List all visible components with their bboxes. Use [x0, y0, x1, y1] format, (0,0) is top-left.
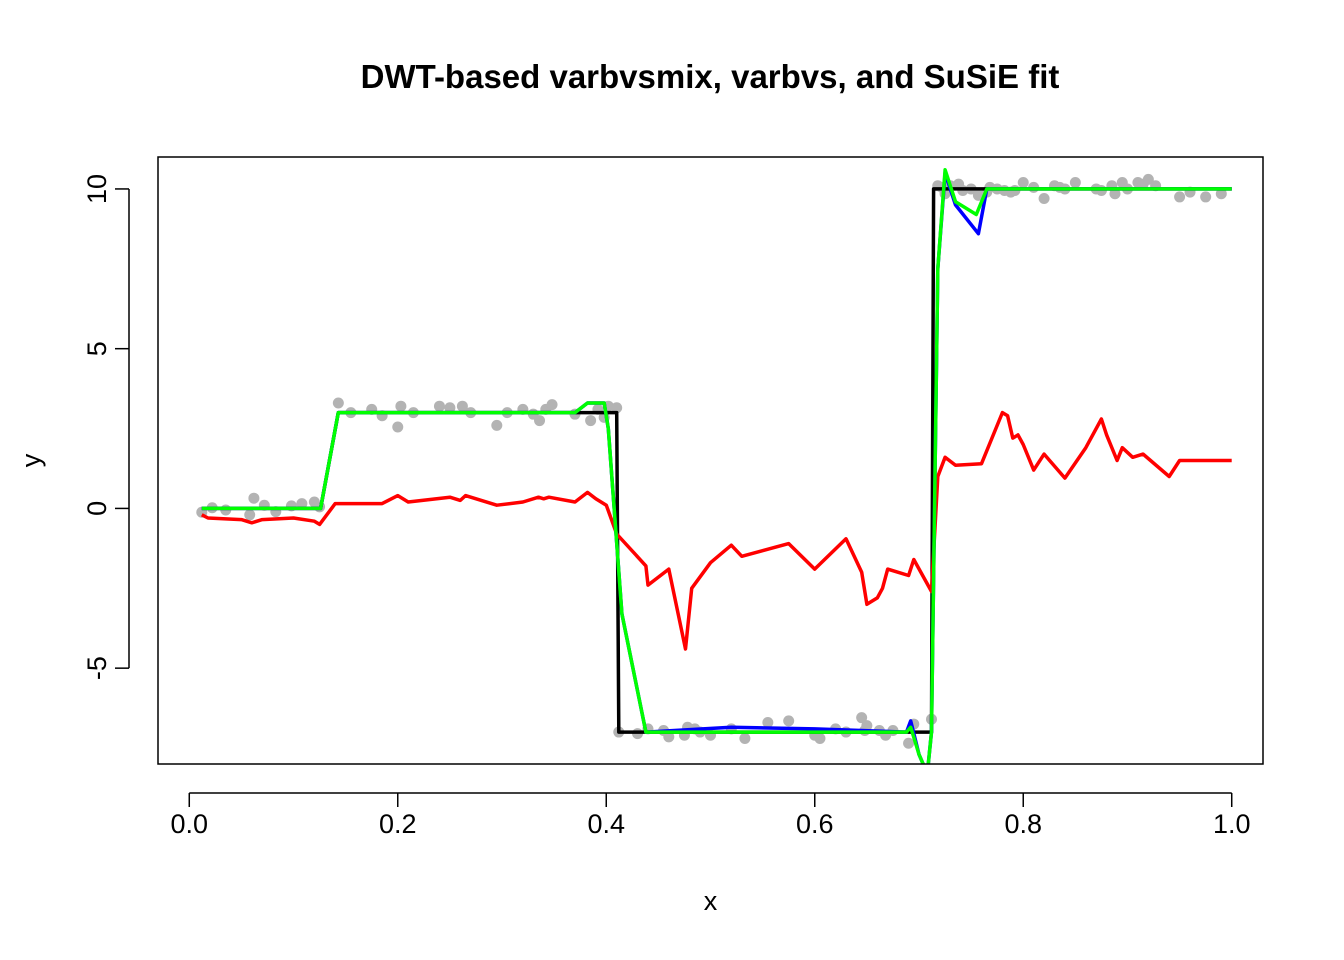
- data-point: [663, 731, 675, 743]
- data-point: [762, 716, 774, 728]
- x-tick-label: 0.8: [1004, 809, 1042, 839]
- data-point: [395, 400, 407, 412]
- data-point: [1069, 177, 1081, 189]
- series-line-varbvsmix: [201, 171, 1232, 764]
- fit-lines: [200, 168, 1232, 764]
- x-tick-label: 0.6: [796, 809, 834, 839]
- data-point: [1038, 193, 1050, 205]
- x-tick-label: 0.4: [587, 809, 625, 839]
- plot-frame: [157, 156, 1264, 765]
- y-axis: -5 0 5 10: [82, 174, 130, 680]
- data-point: [585, 415, 597, 427]
- data-point: [248, 492, 260, 504]
- data-point: [1017, 177, 1029, 189]
- x-axis: 0.0 0.2 0.4 0.6 0.8 1.0: [171, 792, 1251, 839]
- data-point: [814, 732, 826, 744]
- y-tick-label: 5: [82, 341, 112, 356]
- series-line-susie: [201, 168, 1232, 764]
- data-point: [433, 400, 445, 412]
- data-point: [546, 399, 558, 411]
- data-point: [1109, 188, 1121, 200]
- data-point: [1200, 191, 1212, 203]
- data-points: [196, 173, 1227, 749]
- x-tick-label: 0.0: [171, 809, 209, 839]
- x-tick-label: 0.2: [379, 809, 417, 839]
- data-point: [856, 712, 868, 724]
- x-tick-label: 1.0: [1213, 809, 1251, 839]
- y-tick-label: -5: [82, 656, 112, 680]
- data-point: [456, 400, 468, 412]
- data-point: [739, 732, 751, 744]
- data-point: [244, 509, 256, 521]
- y-tick-label: 0: [82, 501, 112, 516]
- data-point: [296, 498, 308, 510]
- data-point: [1174, 191, 1186, 203]
- data-point: [534, 415, 546, 427]
- data-point: [392, 421, 404, 433]
- data-point: [903, 737, 915, 749]
- data-point: [444, 402, 456, 414]
- data-point: [1142, 173, 1154, 185]
- x-axis-label: x: [704, 886, 718, 916]
- data-point: [491, 419, 503, 431]
- data-point: [783, 715, 795, 727]
- series-line-varbvs: [200, 410, 1232, 651]
- chart-title: DWT-based varbvsmix, varbvs, and SuSiE f…: [360, 58, 1060, 95]
- data-point: [332, 397, 344, 409]
- data-point: [1215, 188, 1227, 200]
- data-point: [861, 720, 873, 732]
- y-axis-label: y: [16, 453, 46, 467]
- y-tick-label: 10: [82, 174, 112, 204]
- data-point: [611, 402, 623, 414]
